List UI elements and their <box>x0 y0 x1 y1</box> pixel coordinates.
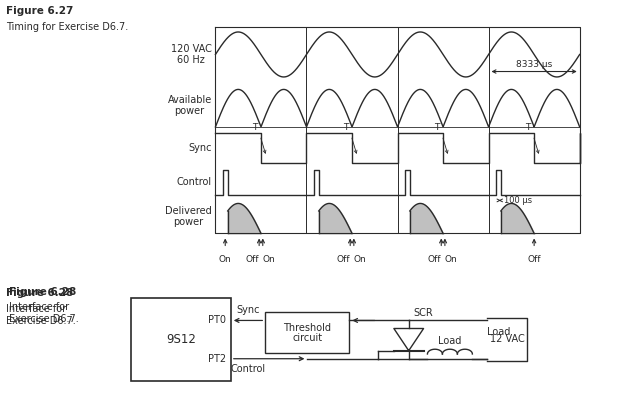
Text: 120 VAC
60 Hz: 120 VAC 60 Hz <box>171 44 212 65</box>
Text: Delivered
power: Delivered power <box>165 206 212 227</box>
Text: SCR: SCR <box>414 308 434 318</box>
Text: Timing for Exercise D6.7.: Timing for Exercise D6.7. <box>6 22 129 32</box>
Text: Figure 6.28: Figure 6.28 <box>9 287 77 297</box>
Text: 8333 μs: 8333 μs <box>516 60 552 69</box>
Text: circuit: circuit <box>292 333 323 343</box>
Text: Load: Load <box>487 328 510 337</box>
Text: On: On <box>354 255 366 264</box>
Text: Sync: Sync <box>236 305 260 315</box>
Text: Available
power: Available power <box>168 95 212 116</box>
Text: 9S12: 9S12 <box>166 333 196 346</box>
Text: Control: Control <box>177 177 212 187</box>
Text: Sync: Sync <box>188 143 212 153</box>
Text: T: T <box>252 123 257 132</box>
Text: On: On <box>445 255 457 264</box>
Bar <box>265 312 349 353</box>
Text: On: On <box>219 255 232 264</box>
Text: PT0: PT0 <box>208 316 226 326</box>
Text: PT2: PT2 <box>208 354 226 364</box>
Text: T: T <box>343 123 348 132</box>
Text: Control: Control <box>230 364 266 374</box>
Text: Off: Off <box>337 255 350 264</box>
Text: 12 VAC: 12 VAC <box>490 334 525 344</box>
Text: Off: Off <box>427 255 441 264</box>
Text: Load: Load <box>438 336 462 346</box>
Bar <box>131 298 231 381</box>
Text: T: T <box>525 123 530 132</box>
Text: 100 μs: 100 μs <box>504 196 532 205</box>
Text: Figure 6.28: Figure 6.28 <box>6 288 74 298</box>
Text: On: On <box>263 255 276 264</box>
Text: Off: Off <box>246 255 259 264</box>
Text: Interface for
Exercise D6.7.: Interface for Exercise D6.7. <box>6 304 76 326</box>
Text: Interface for
Exercise D6.7.: Interface for Exercise D6.7. <box>9 302 79 324</box>
Text: T: T <box>434 123 439 132</box>
Text: Off: Off <box>527 255 541 264</box>
Text: Figure 6.27: Figure 6.27 <box>6 6 74 16</box>
Text: Threshold: Threshold <box>283 322 331 332</box>
